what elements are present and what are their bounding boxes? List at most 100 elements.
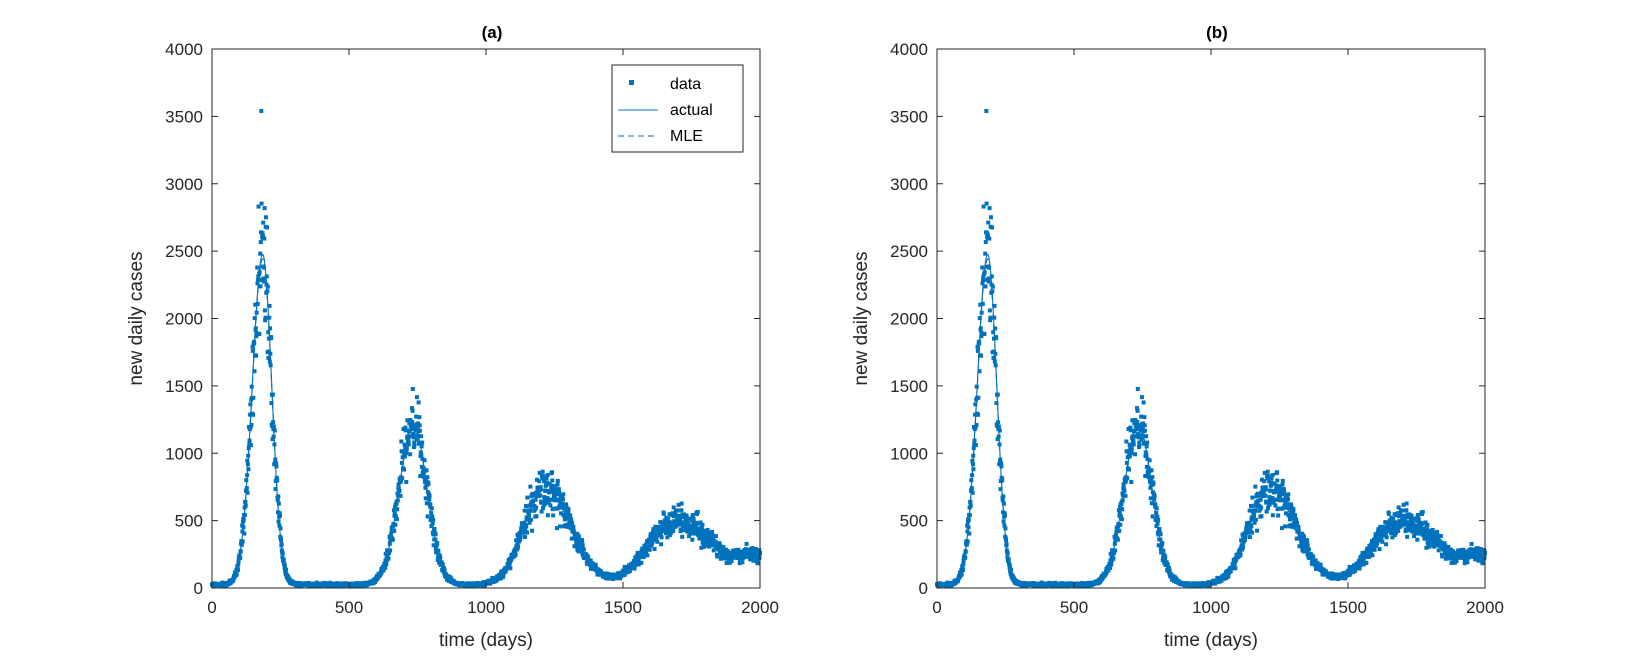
data-point: [1416, 517, 1421, 522]
data-point: [598, 569, 603, 574]
data-point: [1129, 449, 1134, 454]
data-point: [549, 485, 554, 490]
data-point: [1305, 539, 1310, 544]
data-point: [1157, 527, 1162, 532]
data-point: [977, 369, 982, 374]
data-point: [719, 547, 724, 552]
data-point: [1436, 548, 1441, 553]
data-point: [1147, 458, 1152, 463]
data-point: [1429, 538, 1434, 543]
data-point: [248, 443, 253, 448]
data-point: [1424, 545, 1429, 550]
data-point: [639, 560, 644, 565]
data-point: [1132, 434, 1137, 439]
data-point: [559, 511, 564, 516]
actual-line: [937, 254, 1485, 586]
data-point: [516, 544, 521, 549]
data-point: [556, 505, 561, 510]
data-point: [429, 524, 434, 529]
data-point: [1265, 506, 1270, 511]
axis-ticks: 0 500 1000 1500 2000 0 500 1000 1500 2000 2500 3000…: [165, 40, 779, 617]
legend-actual-label: actual: [670, 102, 713, 119]
data-point: [707, 536, 712, 541]
data-point: [442, 568, 447, 573]
data-point: [1426, 534, 1431, 539]
data-point: [1118, 514, 1123, 519]
data-point: [1299, 535, 1304, 540]
data-point: [1239, 538, 1244, 543]
data-point: [393, 504, 398, 509]
data-point: [1287, 513, 1292, 518]
data-point: [636, 558, 641, 563]
data-point: [687, 516, 692, 521]
data-point: [552, 506, 557, 511]
data-point: [405, 418, 410, 423]
data-point: [1295, 520, 1300, 525]
data-point: [417, 428, 422, 433]
data-point: [1449, 556, 1454, 561]
data-point: [248, 402, 253, 407]
data-point: [1412, 534, 1417, 539]
data-point: [1253, 503, 1258, 507]
data-point: [997, 428, 1002, 433]
data-point: [1347, 564, 1352, 569]
data-point: [1444, 547, 1449, 552]
data-point: [725, 550, 730, 555]
data-point: [544, 476, 549, 481]
data-point: [1407, 523, 1412, 528]
data-point: [267, 359, 272, 364]
data-point: [1427, 544, 1432, 549]
data-point: [1472, 547, 1477, 552]
data-point: [1146, 472, 1151, 477]
data-point: [1139, 437, 1144, 442]
x-tick-label: 0: [207, 598, 216, 617]
data-point: [255, 265, 260, 270]
data-point: [499, 576, 504, 581]
data-point: [422, 458, 427, 463]
data-point: [1148, 485, 1153, 490]
data-point: [659, 542, 664, 547]
data-point: [1393, 530, 1398, 535]
data-point: [994, 401, 999, 406]
data-point: [1155, 514, 1160, 519]
data-point: [1267, 479, 1272, 484]
data-point: [399, 460, 404, 465]
data-point: [1117, 528, 1122, 533]
data-point: [269, 401, 274, 406]
data-point: [522, 508, 527, 513]
data-point: [1000, 478, 1005, 483]
data-point: [995, 392, 1000, 397]
data-point: [1315, 561, 1320, 566]
data-point: [1124, 460, 1129, 465]
data-point: [1469, 541, 1474, 546]
data-point: [983, 251, 988, 256]
data-point: [1374, 543, 1379, 548]
data-point: [412, 443, 417, 448]
y-tick-label: 1500: [890, 377, 928, 396]
data-point: [1262, 479, 1267, 484]
data-point: [704, 538, 709, 543]
data-point: [1415, 537, 1420, 542]
data-point: [1294, 517, 1299, 522]
data-point: [1142, 423, 1147, 428]
data-point: [1272, 481, 1277, 486]
data-point: [406, 439, 411, 444]
data-point: [1369, 549, 1374, 554]
data-point: [648, 532, 653, 537]
data-point: [976, 412, 981, 417]
data-point: [632, 566, 637, 571]
data-point: [1289, 504, 1294, 509]
data-point: [1127, 454, 1132, 459]
data-point: [1473, 557, 1478, 562]
data-point: [644, 549, 649, 554]
data-point: [702, 528, 707, 533]
data-point: [390, 537, 395, 542]
data-point: [1435, 543, 1440, 548]
data-point: [421, 475, 426, 480]
data-point: [1407, 512, 1412, 517]
data-point: [688, 531, 693, 536]
data-point: [994, 336, 999, 341]
data-point: [410, 419, 415, 424]
data-point: [691, 517, 696, 522]
